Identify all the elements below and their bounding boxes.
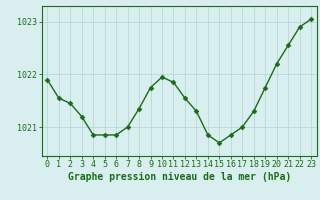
X-axis label: Graphe pression niveau de la mer (hPa): Graphe pression niveau de la mer (hPa) bbox=[68, 172, 291, 182]
